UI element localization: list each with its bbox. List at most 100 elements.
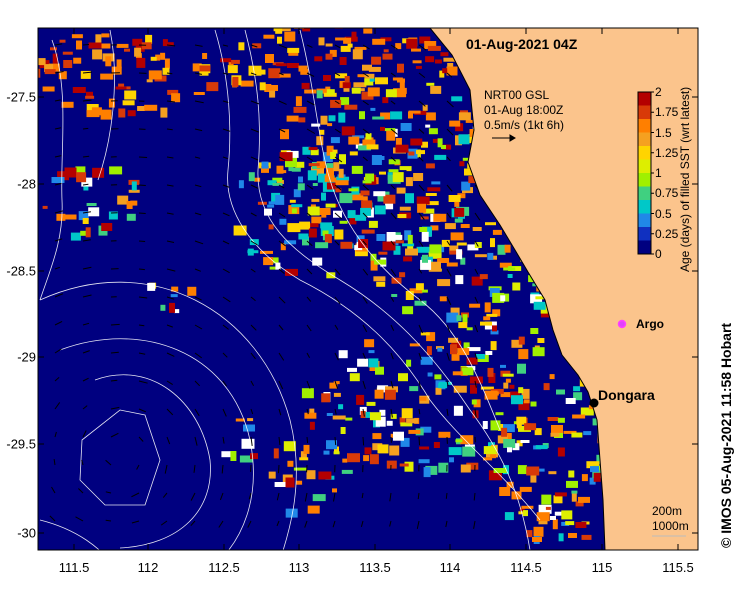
current-vector — [222, 184, 230, 188]
current-vector — [250, 324, 257, 331]
current-vector — [446, 380, 449, 387]
current-vector — [138, 380, 148, 384]
current-vector — [136, 464, 140, 470]
colorbar-segment — [638, 240, 651, 255]
current-vector — [362, 128, 370, 135]
current-vector — [82, 127, 89, 130]
y-tick-label: -28 — [17, 176, 36, 192]
current-vector — [306, 268, 313, 275]
current-vector — [166, 72, 173, 75]
current-vector — [250, 240, 258, 246]
current-vector — [446, 296, 452, 306]
current-vector — [474, 352, 478, 360]
current-vector — [306, 128, 316, 134]
current-vector — [446, 324, 451, 333]
current-vector — [54, 320, 63, 326]
current-vector — [390, 128, 398, 135]
current-vector — [222, 100, 229, 103]
sst-age-pixels — [38, 28, 610, 544]
current-vector — [304, 520, 308, 528]
current-vector — [306, 436, 309, 444]
current-vector — [334, 128, 341, 134]
current-vector — [138, 352, 146, 355]
colorbar-segment — [638, 132, 651, 147]
current-vector — [54, 348, 62, 354]
colorbar-segment — [638, 186, 651, 201]
current-vector — [278, 100, 287, 105]
current-vector — [250, 100, 260, 105]
x-tick-label: 112.5 — [208, 560, 240, 575]
colorbar-segment — [638, 146, 651, 160]
current-vector — [334, 44, 341, 49]
current-vector — [306, 408, 309, 415]
current-vector — [81, 459, 84, 466]
current-legend-time: 01-Aug 18:00Z — [484, 103, 564, 117]
current-vector — [362, 72, 369, 78]
current-vector — [194, 352, 202, 359]
current-vector — [278, 240, 286, 247]
current-vector — [250, 212, 257, 217]
current-vector — [54, 266, 60, 270]
colorbar-tick-label: 2 — [655, 85, 662, 99]
current-vector — [166, 100, 175, 103]
current-vector — [54, 99, 61, 102]
current-vector — [278, 296, 286, 304]
current-vector — [166, 240, 175, 243]
current-vector — [250, 380, 255, 386]
current-vector — [334, 100, 340, 105]
current-vector — [446, 408, 449, 416]
bathymetry-contours — [39, 29, 541, 550]
current-vector — [194, 212, 202, 216]
current-vector — [131, 520, 140, 524]
current-vector — [390, 380, 394, 389]
current-vector — [278, 408, 282, 416]
current-vector — [361, 492, 364, 499]
current-vector — [78, 488, 84, 494]
current-vector — [360, 520, 364, 528]
current-vector — [110, 379, 118, 382]
current-vector — [53, 459, 56, 466]
colorbar-segment — [638, 159, 651, 174]
current-vector — [390, 352, 394, 360]
imos-credit: © IMOS 05-Aug-2021 11:58 Hobart — [718, 322, 734, 548]
current-vector — [247, 520, 252, 528]
current-vector — [82, 44, 90, 46]
current-vector — [194, 408, 200, 417]
current-vector — [250, 72, 257, 76]
current-vector — [390, 72, 396, 77]
current-vector — [362, 184, 370, 191]
current-vector — [75, 516, 84, 522]
current-vector — [334, 156, 343, 163]
current-vector — [333, 492, 336, 502]
current-vector — [166, 44, 176, 47]
current-vector — [190, 492, 196, 501]
current-vector — [278, 72, 284, 76]
current-vector — [166, 212, 174, 215]
current-vector — [166, 352, 175, 357]
current-vector — [445, 520, 448, 528]
current-vector — [362, 240, 367, 246]
current-vector — [390, 44, 398, 50]
current-vector — [222, 212, 230, 217]
current-vector — [162, 492, 168, 498]
current-vector — [54, 238, 63, 242]
current-vector — [474, 268, 479, 275]
current-vector — [418, 296, 422, 302]
current-vector — [164, 464, 168, 474]
current-vector — [474, 240, 479, 247]
current-vector — [221, 464, 224, 474]
current-vector — [390, 212, 397, 220]
current-vector — [446, 240, 451, 246]
current-vector — [418, 324, 423, 334]
current-vector — [138, 324, 145, 327]
colorbar — [637, 91, 654, 255]
current-vector — [82, 405, 88, 410]
colorbar-tick-label: 0.5 — [655, 206, 672, 221]
colorbar-segment — [638, 200, 651, 214]
current-vector — [54, 43, 63, 46]
x-tick-label: 115.5 — [662, 560, 694, 575]
current-vector — [250, 184, 259, 189]
current-vector — [362, 44, 370, 50]
current-vector — [306, 240, 313, 247]
